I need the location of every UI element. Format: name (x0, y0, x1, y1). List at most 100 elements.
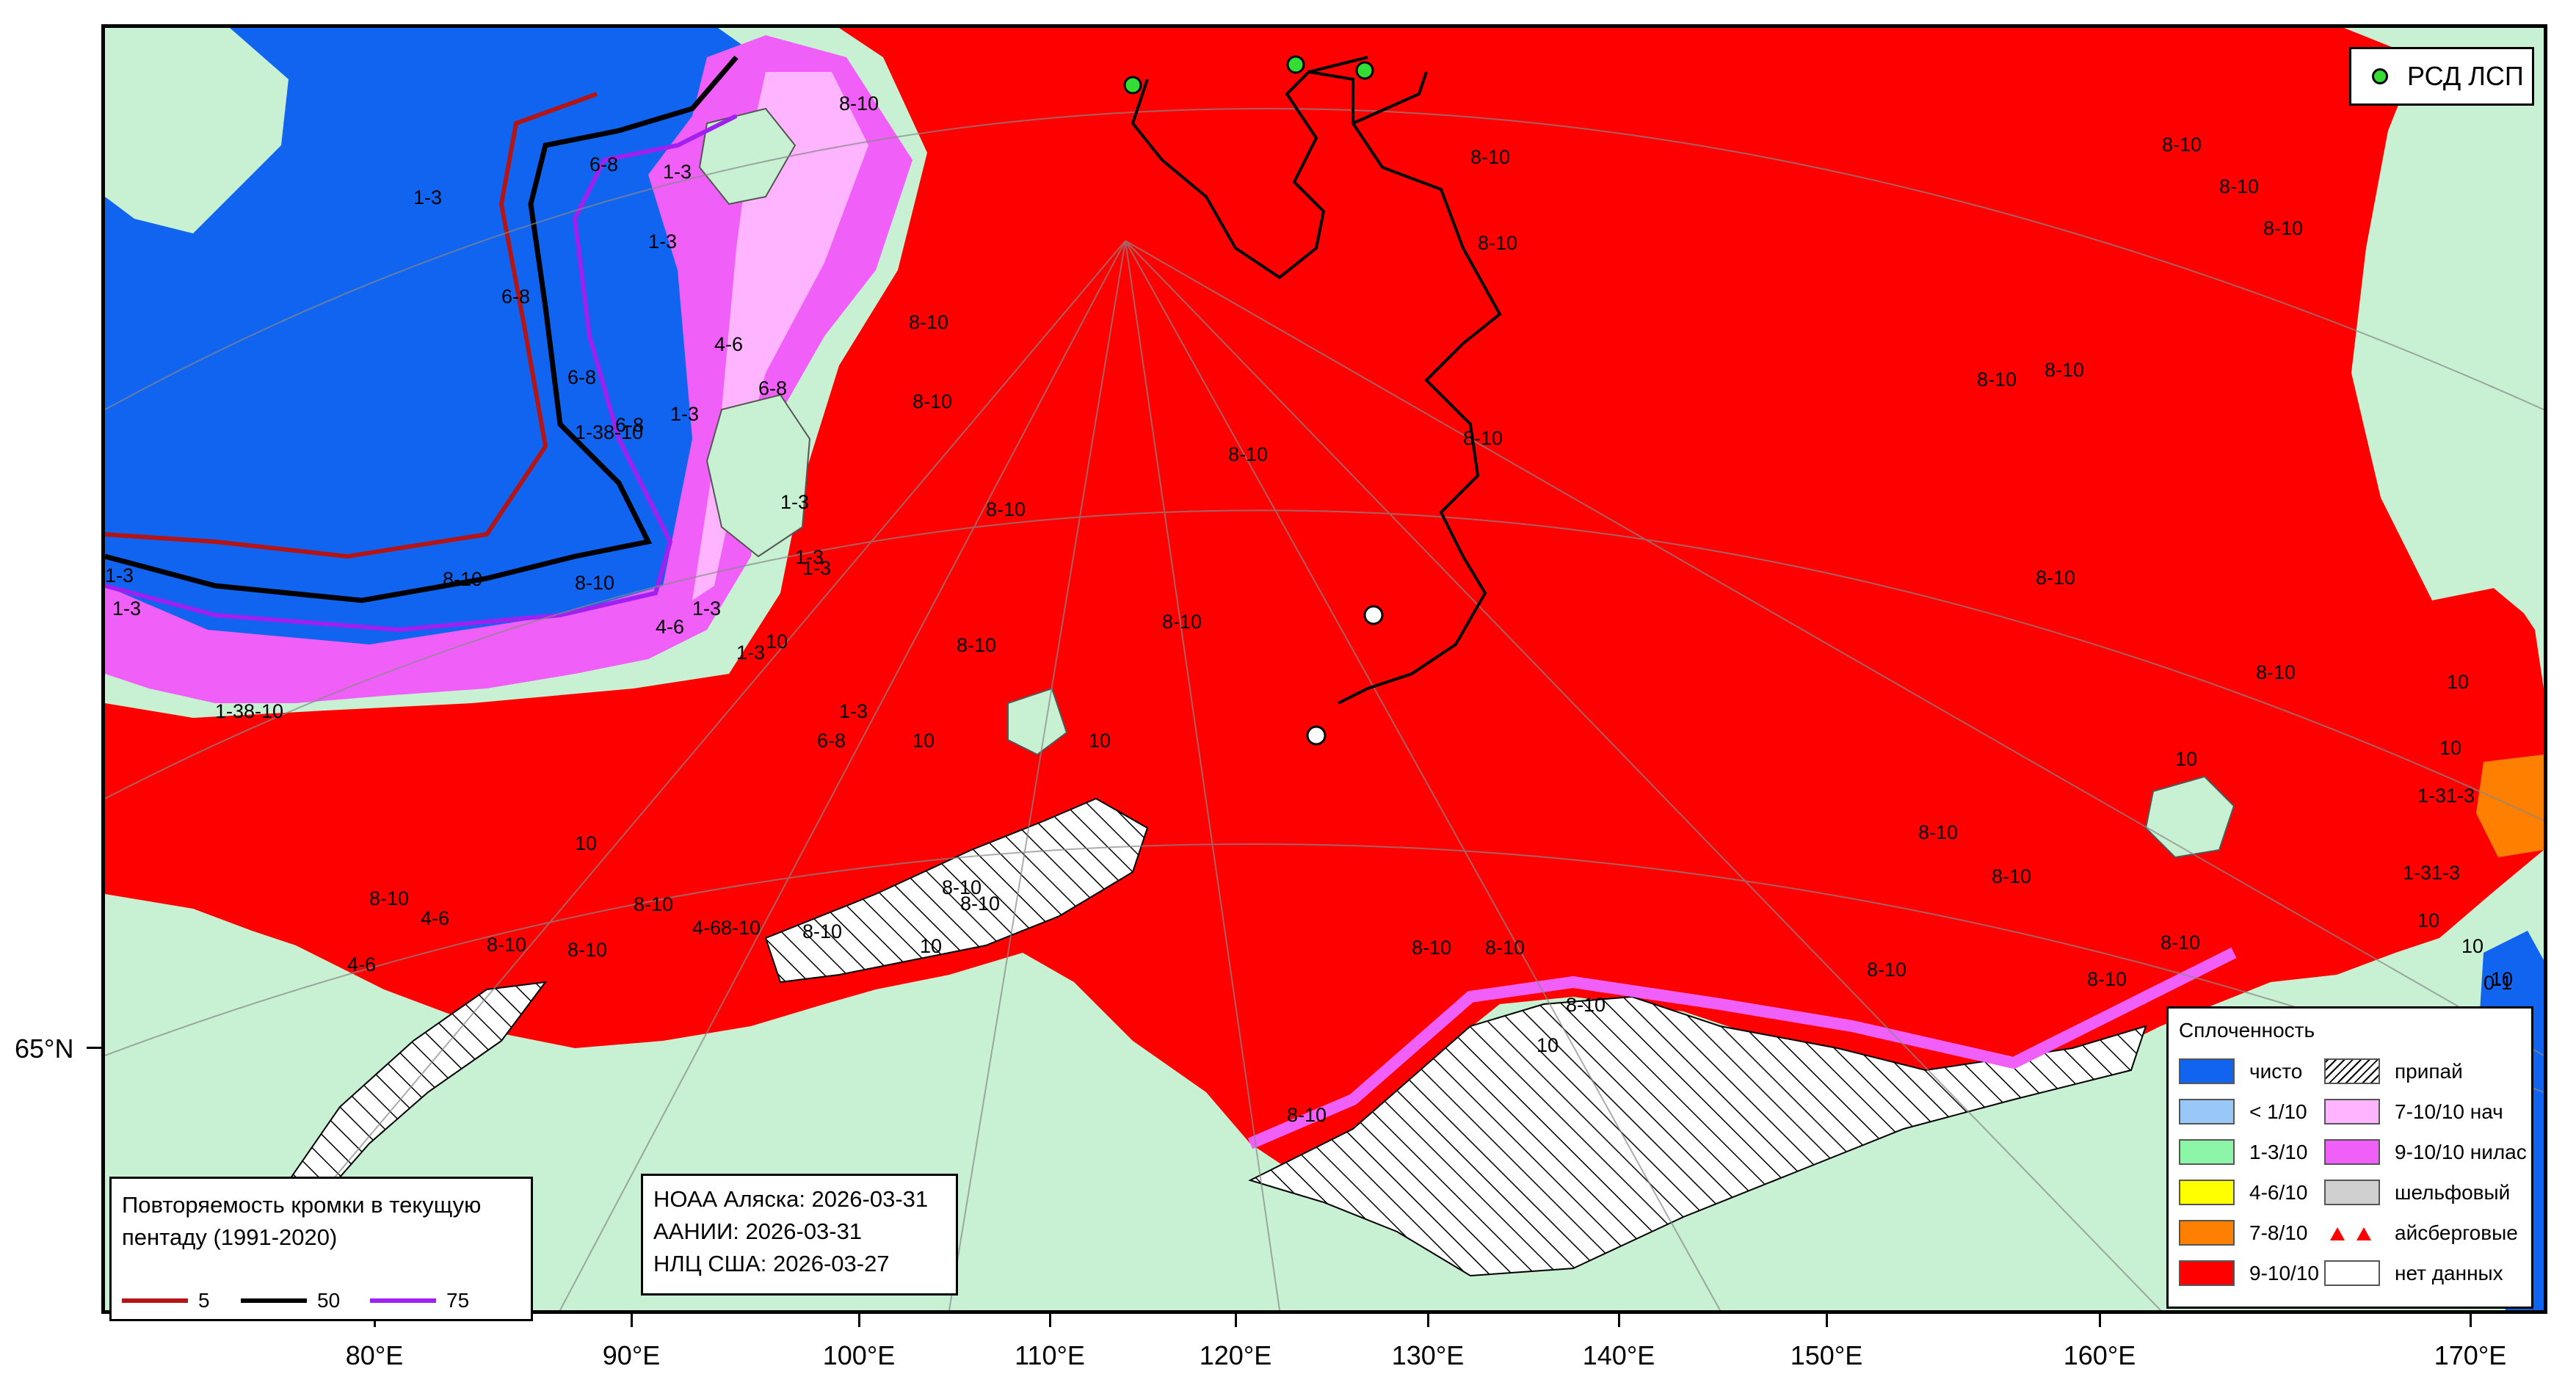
concentration-label: 8-10 (487, 934, 526, 956)
concentration-legend-item: айсберговые (2324, 1220, 2518, 1246)
concentration-label: 1-3 (112, 597, 141, 619)
concentration-label: 1-3 (670, 403, 699, 425)
concentration-label: 8-10 (1412, 937, 1451, 959)
edge-legend-item-75: 75 (370, 1289, 469, 1312)
concentration-label: 8-10 (986, 498, 1026, 520)
concentration-label: 10 (913, 730, 935, 752)
open-water-area (105, 28, 788, 688)
concentration-label: 1-38-10 (215, 700, 283, 722)
solid-swatch-icon (2324, 1180, 2380, 1205)
concentration-legend-label: 7-10/10 нач (2395, 1100, 2503, 1123)
concentration-label: 8-10 (575, 572, 614, 594)
concentration-legend-label: шельфовый (2395, 1180, 2511, 1204)
concentration-legend-item: 7-8/10 (2179, 1220, 2307, 1246)
concentration-label: 8-10 (1867, 959, 1906, 981)
concentration-label: 10 (2439, 737, 2461, 759)
solid-swatch-icon (2324, 1099, 2380, 1124)
concentration-label: 6-8 (589, 153, 618, 175)
concentration-legend-item: 9-10/10 (2179, 1260, 2319, 1286)
concentration-label: 10 (2461, 935, 2484, 957)
concentration-label: 8-10 (1463, 427, 1503, 449)
graticule (105, 108, 2544, 1310)
black-line-icon (241, 1298, 307, 1303)
station-marker-inactive (1363, 605, 1384, 625)
x-axis-label: 160°E (2063, 1340, 2136, 1370)
concentration-legend-label: айсберговые (2395, 1221, 2518, 1244)
x-axis-label: 170°E (2434, 1340, 2507, 1370)
concentration-label: 10 (1089, 730, 1111, 752)
edge-frequency-75-line (105, 114, 738, 633)
land-island (1007, 687, 1068, 756)
concentration-label: 8-10 (1992, 865, 2031, 887)
concentration-label: 1-3 (839, 700, 868, 722)
concentration-label: 8-10 (1287, 1104, 1327, 1126)
land-wrangel-island (2144, 775, 2235, 859)
concentration-label: 6-8 (567, 366, 596, 388)
concentration-label: 8-10 (2087, 968, 2127, 990)
concentration-legend-label: 9-10/10 (2249, 1261, 2319, 1285)
land-island (705, 393, 811, 558)
concentration-legend-label: припай (2395, 1059, 2463, 1083)
purple-line-icon (370, 1298, 436, 1303)
concentration-label: 8-10 (2036, 567, 2075, 589)
triangles-swatch-icon (2324, 1220, 2380, 1246)
x-axis-tick (1618, 1314, 1620, 1327)
land-island (698, 107, 797, 206)
concentration-label: 1-3 (105, 564, 134, 586)
solid-swatch-icon (2324, 1139, 2380, 1165)
concentration-label: 8-10 (1478, 232, 1517, 254)
concentration-label: 10 (2417, 909, 2439, 931)
concentration-label: 8-10 (443, 568, 482, 590)
x-axis-tick (631, 1314, 633, 1327)
edge-frequency-50-line (105, 55, 739, 603)
concentration-label: 1-3 (780, 491, 809, 513)
concentration-legend-item: 9-10/10 нилас (2324, 1139, 2527, 1165)
concentration-labels: 8-10 8-10 8-10 8-10 8-10 8-10 8-10 8-10 8-10 8-10… (105, 92, 2513, 1126)
station-legend: РСД ЛСП (2349, 47, 2534, 106)
concentration-label: 8-10 (2219, 175, 2259, 197)
x-axis-tick (1049, 1314, 1051, 1327)
concentration-label: 1-3 (413, 186, 442, 208)
concentration-label: 8-10 (942, 876, 982, 898)
concentration-label: 4-6 (421, 907, 449, 929)
concentration-label: 8-10 (2045, 359, 2084, 381)
land-mainland (2344, 28, 2544, 630)
solid-swatch-icon (2324, 1260, 2380, 1286)
source-aari: ААНИИ: 2026-03-31 (653, 1218, 863, 1244)
x-axis-label: 110°E (1015, 1340, 1085, 1370)
concentration-legend-item: чисто (2179, 1058, 2302, 1084)
source-noaa-alaska: НОАА Аляска: 2026-03-31 (653, 1186, 929, 1212)
fast-ice-area (764, 797, 1149, 984)
concentration-legend-label: чисто (2249, 1059, 2303, 1083)
concentration-label: 1-3 (663, 161, 692, 183)
fast-ice-area (272, 981, 548, 1203)
station-marker-active (1286, 55, 1305, 74)
concentration-label: 1-3 (795, 546, 824, 568)
x-axis-label: 130°E (1391, 1340, 1465, 1370)
edge-legend-item-50: 50 (241, 1289, 340, 1312)
concentration-label: 8-10 (2256, 661, 2296, 683)
station-marker-active (1355, 61, 1374, 80)
concentration-label: 6-8 (758, 377, 787, 399)
concentration-label: 8-10 (567, 939, 607, 961)
x-axis-label: 120°E (1199, 1340, 1272, 1370)
concentration-label: 8-10 (913, 390, 952, 413)
concentration-label: 8-10 (802, 920, 842, 942)
concentration-label: 6-8 (615, 414, 644, 436)
concentration-label: 10 (920, 935, 942, 957)
concentration-label: 8-10 (1977, 368, 2017, 390)
concentration-label: 8-10 (909, 311, 948, 333)
x-axis-tick (2099, 1314, 2101, 1327)
concentration-legend-item: нет данных (2324, 1260, 2503, 1286)
station-marker-inactive (1306, 725, 1327, 746)
hatch-swatch-icon (2324, 1058, 2380, 1084)
station-legend-label: РСД ЛСП (2407, 61, 2524, 91)
x-axis-label: 140°E (1582, 1340, 1655, 1370)
x-axis-tick (1826, 1314, 1828, 1327)
edge-legend-label: 50 (317, 1289, 341, 1312)
concentration-label: 1-38-10 (575, 421, 643, 443)
concentration-label: 8-10 (1470, 146, 1510, 168)
concentration-label: 8-10 (839, 92, 879, 115)
station-marker-active (1123, 76, 1142, 95)
y-axis-label-65n: 65°N (15, 1033, 74, 1064)
